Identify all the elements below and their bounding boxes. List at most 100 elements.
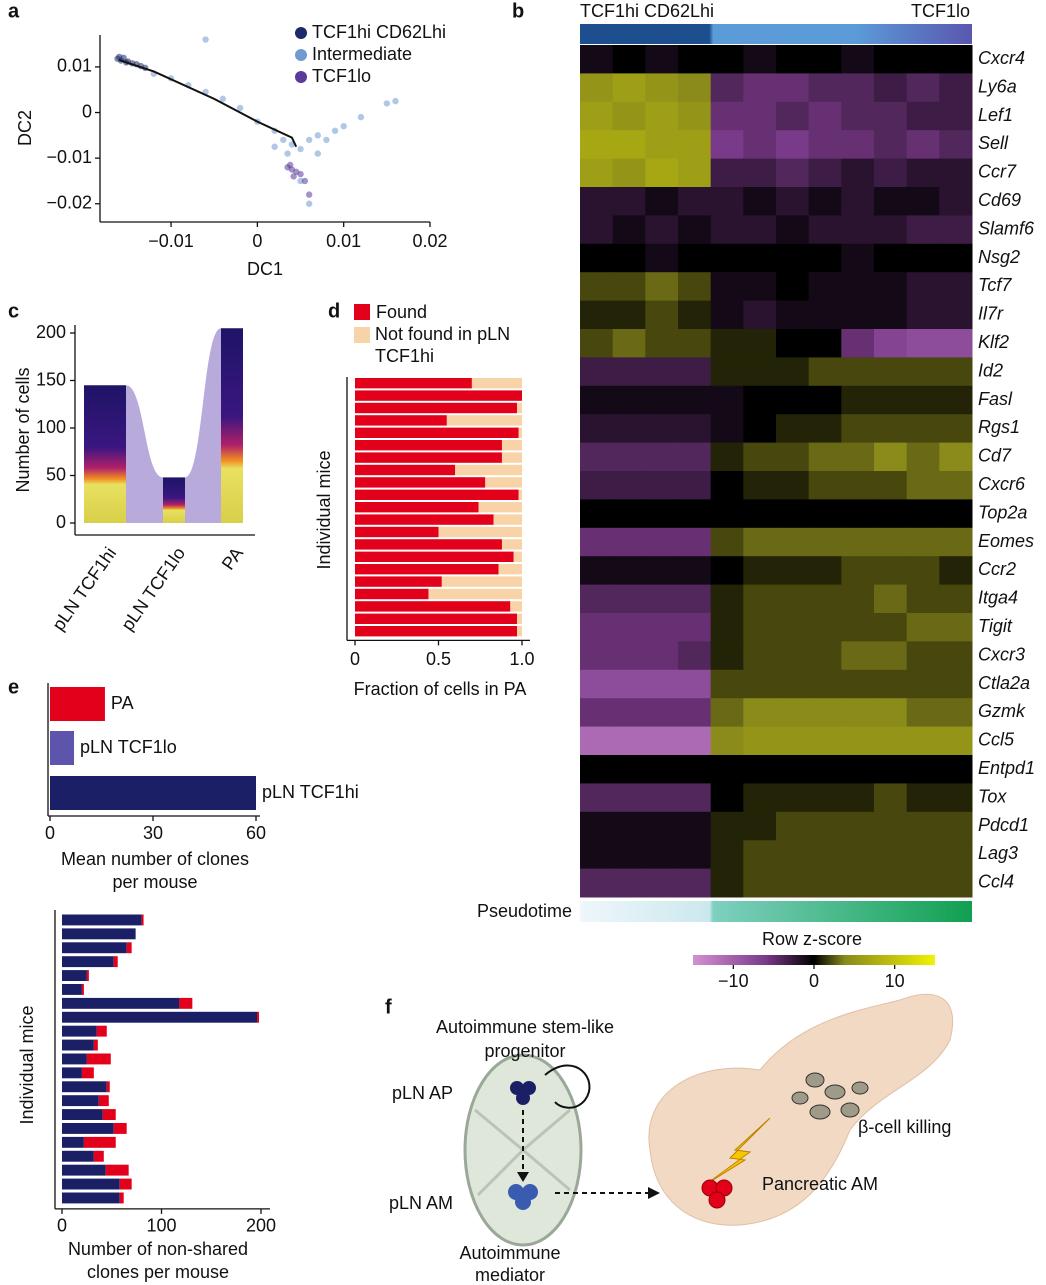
- bar-segment: [62, 1011, 258, 1023]
- bar: [84, 385, 126, 523]
- heat-cell: [939, 726, 973, 756]
- heat-cell: [678, 414, 712, 444]
- heat-cell: [776, 584, 810, 614]
- bar-segment: [355, 378, 472, 389]
- point: [290, 173, 297, 180]
- y-tick-label: 100: [36, 417, 66, 437]
- heat-cell: [580, 329, 614, 358]
- heat-cell: [808, 158, 842, 188]
- heat-cell: [776, 698, 810, 728]
- heat-cell: [645, 243, 679, 273]
- y-tick-label: −0.01: [46, 147, 92, 167]
- heat-cell: [678, 613, 712, 642]
- gene-label: Slamf6: [978, 218, 1035, 238]
- heat-cell: [776, 499, 810, 529]
- bar-segment: [62, 984, 82, 995]
- heat-cell: [612, 357, 646, 387]
- heat-cell: [645, 300, 679, 330]
- gene-label: Cxcr3: [978, 644, 1025, 664]
- heat-cell: [612, 442, 646, 472]
- heat-cell: [710, 755, 744, 784]
- heat-cell: [841, 45, 875, 74]
- heat-cell: [612, 385, 646, 415]
- heat-cell: [906, 584, 940, 614]
- heat-cell: [743, 414, 777, 444]
- heat-cell: [645, 698, 679, 728]
- point: [284, 150, 291, 157]
- heat-cell: [776, 783, 810, 813]
- point: [219, 95, 227, 103]
- bar-segment: [113, 1123, 127, 1134]
- heat-cell: [808, 101, 842, 131]
- heat-cell: [580, 669, 614, 699]
- heat-cell: [645, 329, 679, 358]
- heat-cell: [580, 357, 614, 387]
- bar-label: pLN TCF1hi: [262, 782, 359, 802]
- heat-cell: [612, 868, 646, 898]
- heat-cell: [743, 471, 777, 500]
- gene-label: Eomes: [978, 531, 1034, 551]
- heat-cell: [678, 584, 712, 614]
- heat-cell: [612, 726, 646, 756]
- heat-cell: [808, 584, 842, 614]
- heat-cell: [678, 130, 712, 160]
- x-axis-label: DC1: [247, 259, 283, 279]
- heat-cell: [776, 73, 810, 103]
- heat-cell: [645, 584, 679, 614]
- heat-cell: [939, 300, 973, 330]
- heat-cell: [710, 669, 744, 699]
- bar-segment: [498, 564, 522, 575]
- heat-cell: [939, 471, 973, 500]
- heat-cell: [906, 158, 940, 188]
- heat-cell: [808, 272, 842, 302]
- heat-cell: [743, 130, 777, 160]
- y-tick-label: 150: [36, 369, 66, 389]
- bar-segment: [355, 526, 439, 538]
- heat-cell: [710, 101, 744, 131]
- heat-cell: [580, 243, 614, 273]
- heat-cell: [645, 527, 679, 557]
- heat-cell: [612, 840, 646, 870]
- heat-cell: [841, 613, 875, 642]
- gene-label: Rgs1: [978, 417, 1020, 437]
- legend-marker: [354, 304, 370, 320]
- heat-cell: [580, 499, 614, 529]
- heat-cell: [645, 641, 679, 671]
- bar-segment: [62, 1109, 103, 1120]
- heat-cell: [743, 158, 777, 188]
- heat-cell: [874, 45, 908, 74]
- bar-segment: [510, 601, 522, 612]
- heat-cell: [874, 158, 908, 188]
- diagram-text: progenitor: [484, 1041, 565, 1061]
- bar-segment: [516, 613, 522, 624]
- x-tick-label: 0.5: [426, 649, 451, 669]
- heat-cell: [645, 868, 679, 898]
- x-axis-label: Mean number of clones: [61, 849, 249, 869]
- panel-label: e: [8, 676, 19, 698]
- heat-cell: [612, 811, 646, 841]
- heat-cell: [874, 243, 908, 273]
- heat-cell: [906, 868, 940, 898]
- heat-cell: [939, 442, 973, 472]
- bar-segment: [355, 415, 447, 426]
- bar-segment: [105, 1164, 129, 1176]
- y-axis-label: Number of cells: [13, 367, 33, 492]
- heat-cell: [906, 101, 940, 131]
- point: [236, 104, 244, 112]
- gene-label: Id2: [978, 360, 1003, 380]
- bar-segment: [355, 477, 486, 488]
- bar: [50, 731, 75, 765]
- bar-segment: [355, 440, 502, 451]
- x-tick-label: 0.01: [326, 231, 361, 251]
- bar: [50, 687, 105, 721]
- heat-cell: [874, 840, 908, 870]
- heat-cell: [645, 755, 679, 784]
- heat-cell: [678, 527, 712, 557]
- heat-cell: [612, 158, 646, 188]
- colorbar: [693, 955, 935, 965]
- bar-segment: [62, 942, 127, 954]
- heat-cell: [580, 442, 614, 472]
- heat-cell: [874, 442, 908, 472]
- heat-cell: [580, 556, 614, 586]
- heat-cell: [612, 527, 646, 557]
